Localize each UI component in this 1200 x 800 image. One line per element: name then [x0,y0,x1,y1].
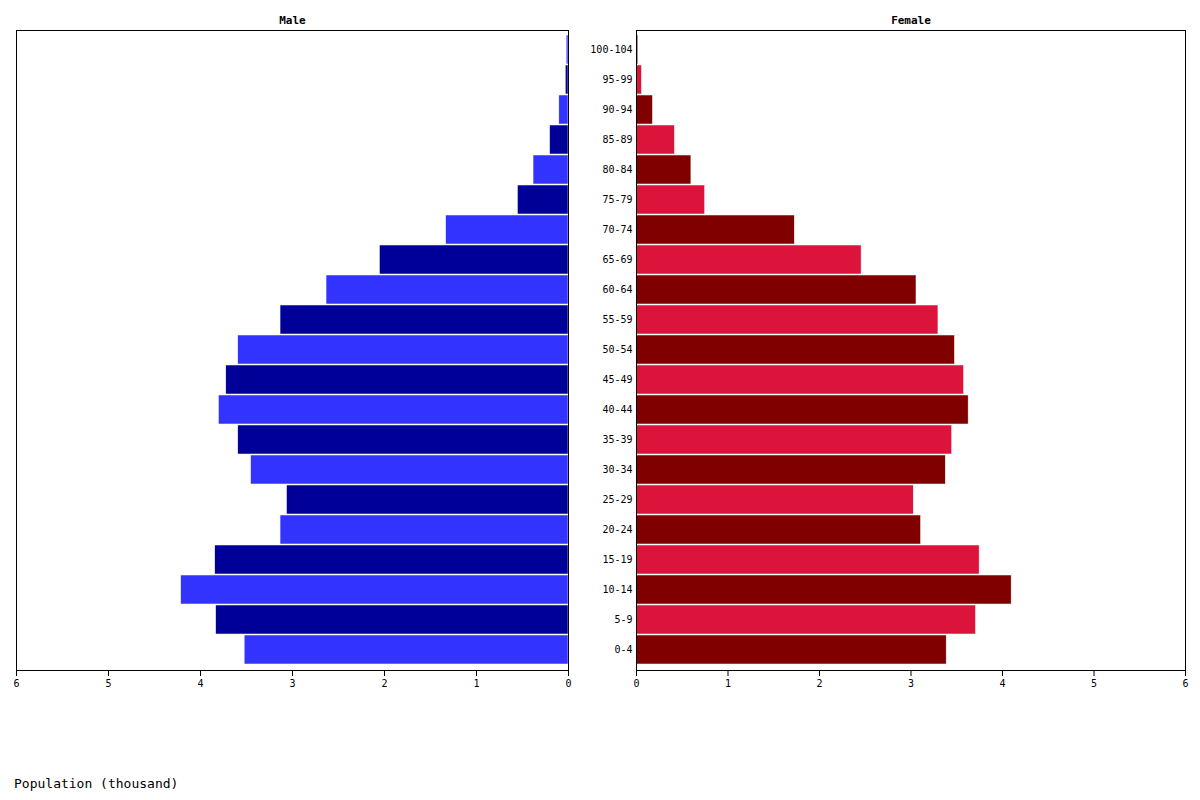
svg-text:1: 1 [473,678,479,689]
svg-text:5: 5 [1091,678,1097,689]
svg-text:10-14: 10-14 [602,584,632,595]
svg-text:2: 2 [816,678,822,689]
svg-text:6: 6 [1182,678,1188,689]
svg-text:50-54: 50-54 [602,344,632,355]
svg-text:Female: Female [891,14,931,27]
svg-text:2: 2 [381,678,387,689]
svg-text:0: 0 [633,678,639,689]
svg-text:5: 5 [105,678,111,689]
svg-text:95-99: 95-99 [602,74,632,85]
svg-text:75-79: 75-79 [602,194,632,205]
svg-text:20-24: 20-24 [602,524,632,535]
svg-text:70-74: 70-74 [602,224,632,235]
svg-text:1: 1 [725,678,731,689]
svg-text:30-34: 30-34 [602,464,632,475]
svg-text:3: 3 [289,678,295,689]
svg-text:60-64: 60-64 [602,284,632,295]
svg-text:6: 6 [13,678,19,689]
svg-text:0: 0 [565,678,571,689]
svg-text:25-29: 25-29 [602,494,632,505]
svg-text:15-19: 15-19 [602,554,632,565]
svg-text:80-84: 80-84 [602,164,632,175]
svg-text:45-49: 45-49 [602,374,632,385]
svg-text:3: 3 [908,678,914,689]
svg-text:4: 4 [197,678,203,689]
svg-text:100-104: 100-104 [590,44,632,55]
svg-text:85-89: 85-89 [602,134,632,145]
svg-text:0-4: 0-4 [614,644,632,655]
svg-text:4: 4 [999,678,1005,689]
svg-text:40-44: 40-44 [602,404,632,415]
svg-text:5-9: 5-9 [614,614,632,625]
svg-text:Male: Male [279,14,306,27]
svg-text:35-39: 35-39 [602,434,632,445]
svg-text:55-59: 55-59 [602,314,632,325]
svg-text:65-69: 65-69 [602,254,632,265]
html-text:Population (thousand): Population (thousand) [14,776,179,791]
svg-text:90-94: 90-94 [602,104,632,115]
